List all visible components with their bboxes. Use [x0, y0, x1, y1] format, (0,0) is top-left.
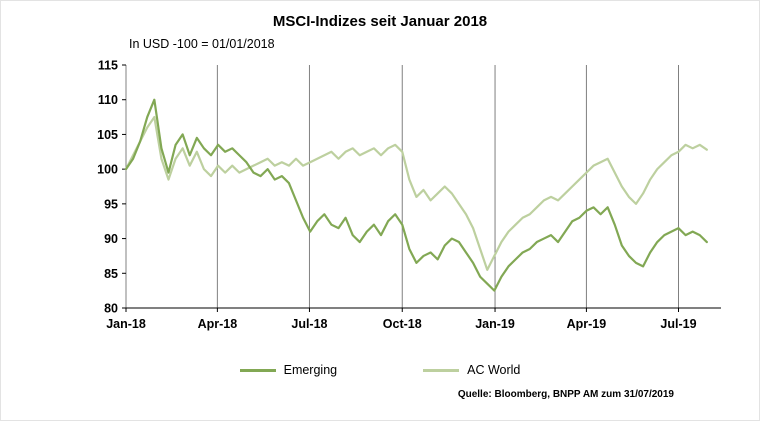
x-tick-label: Jan-18 [106, 317, 146, 331]
source-caption: Quelle: Bloomberg, BNPP AM zum 31/07/201… [457, 389, 674, 400]
x-tick-label: Jul-19 [660, 317, 696, 331]
y-tick-label: 85 [104, 267, 118, 281]
y-tick-label: 80 [104, 302, 118, 316]
x-tick-label: Jan-19 [475, 317, 515, 331]
y-tick-label: 95 [104, 197, 118, 211]
series-line-emerging [124, 98, 708, 292]
legend-item-ac-world: AC World [423, 363, 520, 377]
series-line-ac-world [124, 115, 708, 271]
emerging-line-swatch [239, 368, 276, 372]
x-tick-label: Apr-19 [567, 317, 607, 331]
y-tick-label: 90 [104, 232, 118, 246]
legend-item-emerging: Emerging [239, 363, 338, 377]
line-chart-canvas: Jan-18 Apr-18 Jul-18 Oct-18 Jan-19 Apr-19 Jul-… [97, 59, 721, 331]
x-tick-label: Jul-18 [291, 317, 327, 331]
chart-subtitle: In USD -100 = 01/01/2018 [129, 37, 275, 51]
legend-label-ac-world: AC World [467, 363, 521, 377]
ac-world-line-swatch [423, 368, 460, 372]
y-tick-label: 105 [97, 128, 118, 142]
x-tick-label: Apr-18 [198, 317, 238, 331]
y-tick-label: 110 [98, 93, 118, 107]
x-tick-label: Oct-18 [383, 317, 422, 331]
y-tick-label: 100 [97, 163, 118, 177]
legend-label-emerging: Emerging [283, 363, 338, 377]
chart-title: MSCI-Indizes seit Januar 2018 [272, 13, 488, 30]
chart-legend: Emerging AC World [1, 363, 759, 377]
y-tick-label: 115 [98, 59, 118, 73]
